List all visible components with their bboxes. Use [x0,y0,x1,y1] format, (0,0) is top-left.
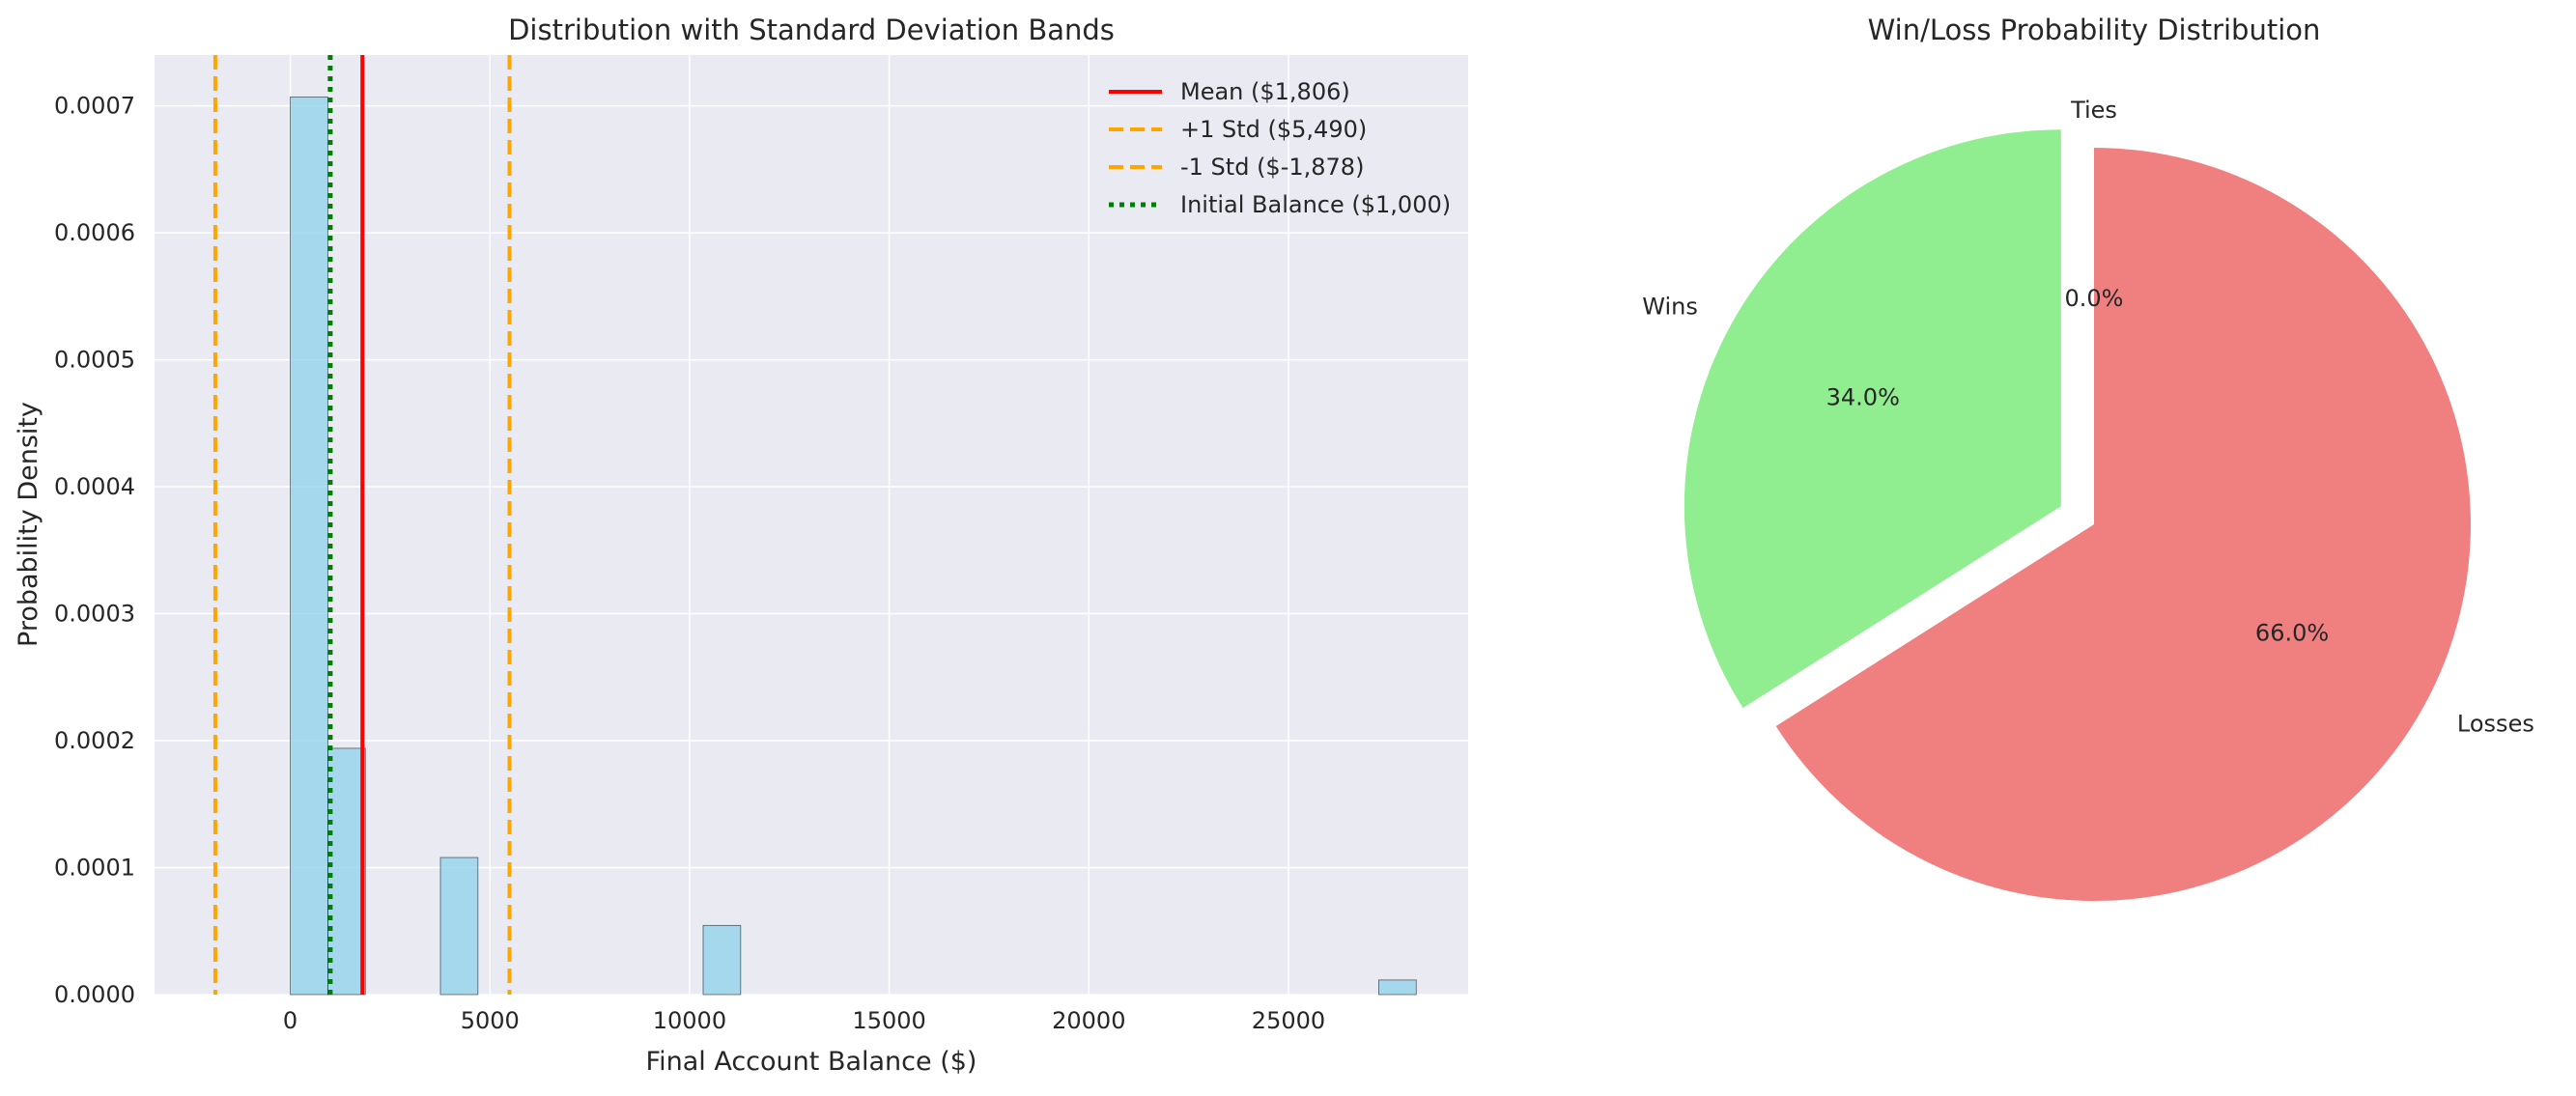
histogram-bar [1378,979,1417,996]
histogram-bar [439,857,479,996]
y-tick-labels: 0.0000 0.0001 0.0002 0.0003 0.0004 0.0005 0.00… [54,93,135,1008]
pie-labels: Wins 34.0% Losses 66.0% Ties 0.0% [1642,97,2534,738]
x-tick-label: 20000 [1052,1007,1125,1034]
y-tick-label: 0.0000 [54,981,135,1008]
x-tick-label: 25000 [1252,1007,1325,1034]
legend-label-mean: Mean ($1,806) [1180,78,1350,105]
y-tick-label: 0.0002 [54,727,135,754]
y-tick-label: 0.0007 [54,93,135,120]
x-tick-labels: 0 5000 10000 15000 20000 25000 [283,1007,1325,1034]
x-tick-label: 15000 [852,1007,925,1034]
x-tick-label: 10000 [653,1007,726,1034]
pie-pct-ties: 0.0% [2065,285,2124,312]
pie-label-losses: Losses [2457,711,2534,738]
x-axis-label: Final Account Balance ($) [646,1047,977,1077]
pie-slice-losses [1775,148,2471,902]
histogram-panel: 0 5000 10000 15000 20000 25000 0.00000.00010.… [14,14,1468,1077]
legend-label-minus-std: -1 Std ($-1,878) [1180,154,1364,181]
legend-label-initial-balance: Initial Balance ($1,000) [1180,191,1451,218]
y-tick-label: 0.0003 [54,601,135,628]
y-tick-label: 0.0001 [54,855,135,882]
pie-slice-wins [1684,129,2061,709]
legend-label-plus-std: +1 Std ($5,490) [1180,116,1367,143]
y-tick-label: 0.0005 [54,347,135,374]
y-axis-label: Probability Density [14,402,43,647]
pie-panel: Win/Loss Probability Distribution Wins 34… [1642,14,2534,902]
histogram-title: Distribution with Standard Deviation Ban… [508,14,1115,46]
pie-label-wins: Wins [1642,294,1698,321]
y-tick-label: 0.0004 [54,473,135,500]
histogram-bar [290,96,328,996]
histogram-plot-area [155,55,1468,995]
pie-pct-wins: 34.0% [1826,383,1900,410]
x-tick-label: 0 [283,1007,297,1034]
pie-title: Win/Loss Probability Distribution [1868,14,2321,46]
pie-slices [1684,129,2471,902]
y-tick-label: 0.0006 [54,219,135,246]
legend: Mean ($1,806) +1 Std ($5,490) -1 Std ($-… [1109,78,1451,218]
pie-label-ties: Ties [2070,97,2117,124]
histogram-grid [155,55,1468,996]
histogram-bar [327,747,366,996]
pie-pct-losses: 66.0% [2255,620,2329,647]
histogram-bar [702,924,742,996]
histogram-bars [290,96,1417,996]
reference-lines [212,55,512,995]
x-tick-label: 5000 [461,1007,520,1034]
